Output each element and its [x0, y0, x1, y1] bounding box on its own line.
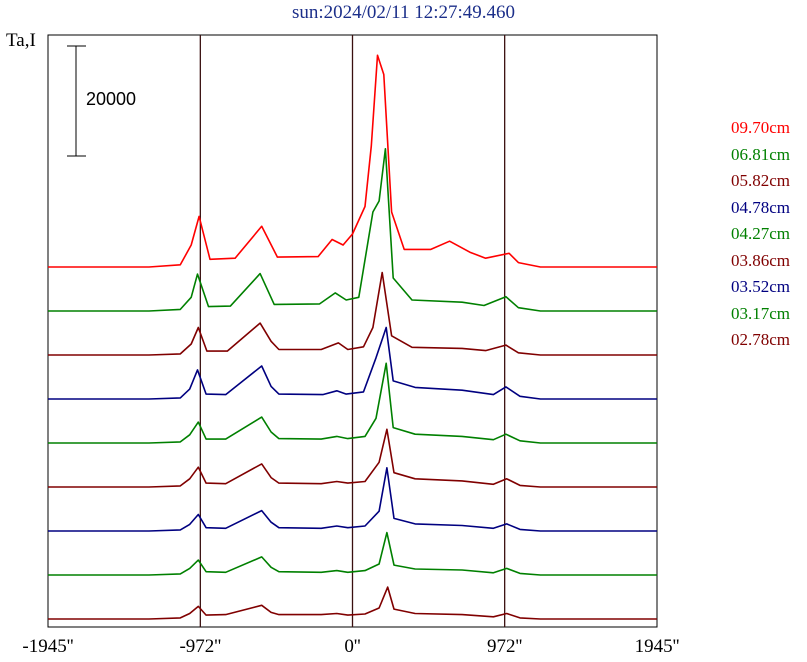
legend-entry: 05.82cm — [731, 171, 791, 190]
scale-bar — [67, 45, 86, 157]
x-tick-label: 1945'' — [634, 636, 680, 657]
series-line-02.78cm — [48, 586, 657, 620]
legend-entry: 03.86cm — [731, 250, 791, 270]
legend-entry: 04.78cm — [731, 197, 791, 217]
series-line-05.82cm — [48, 271, 657, 356]
legend-entry: 04.27cm — [731, 224, 791, 243]
y-axis-label: Ta,I — [6, 30, 36, 51]
chart-title: sun:2024/02/11 12:27:49.460 — [291, 2, 516, 23]
x-tick-label: -972'' — [179, 636, 222, 657]
legend-entry: 09.70cm — [731, 118, 791, 137]
x-tick-label: 972'' — [486, 636, 523, 657]
series-layer — [48, 54, 657, 620]
series-line-04.78cm — [48, 326, 657, 400]
series-line-06.81cm — [48, 148, 657, 312]
series-line-09.70cm — [48, 54, 657, 268]
scale-bar-label: 20000 — [86, 89, 137, 109]
series-line-03.86cm — [48, 428, 657, 488]
series-line-03.52cm — [48, 466, 657, 532]
reference-lines — [199, 35, 506, 627]
legend-entry: 06.81cm — [731, 144, 791, 164]
x-tick-label: -1945'' — [22, 636, 74, 657]
series-line-03.17cm — [48, 531, 657, 576]
legend-entry: 03.17cm — [731, 303, 791, 323]
legend-entry: 03.52cm — [731, 277, 791, 296]
series-line-04.27cm — [48, 362, 657, 444]
legend-entry: 02.78cm — [731, 330, 791, 349]
x-tick-label: 0'' — [344, 636, 361, 657]
